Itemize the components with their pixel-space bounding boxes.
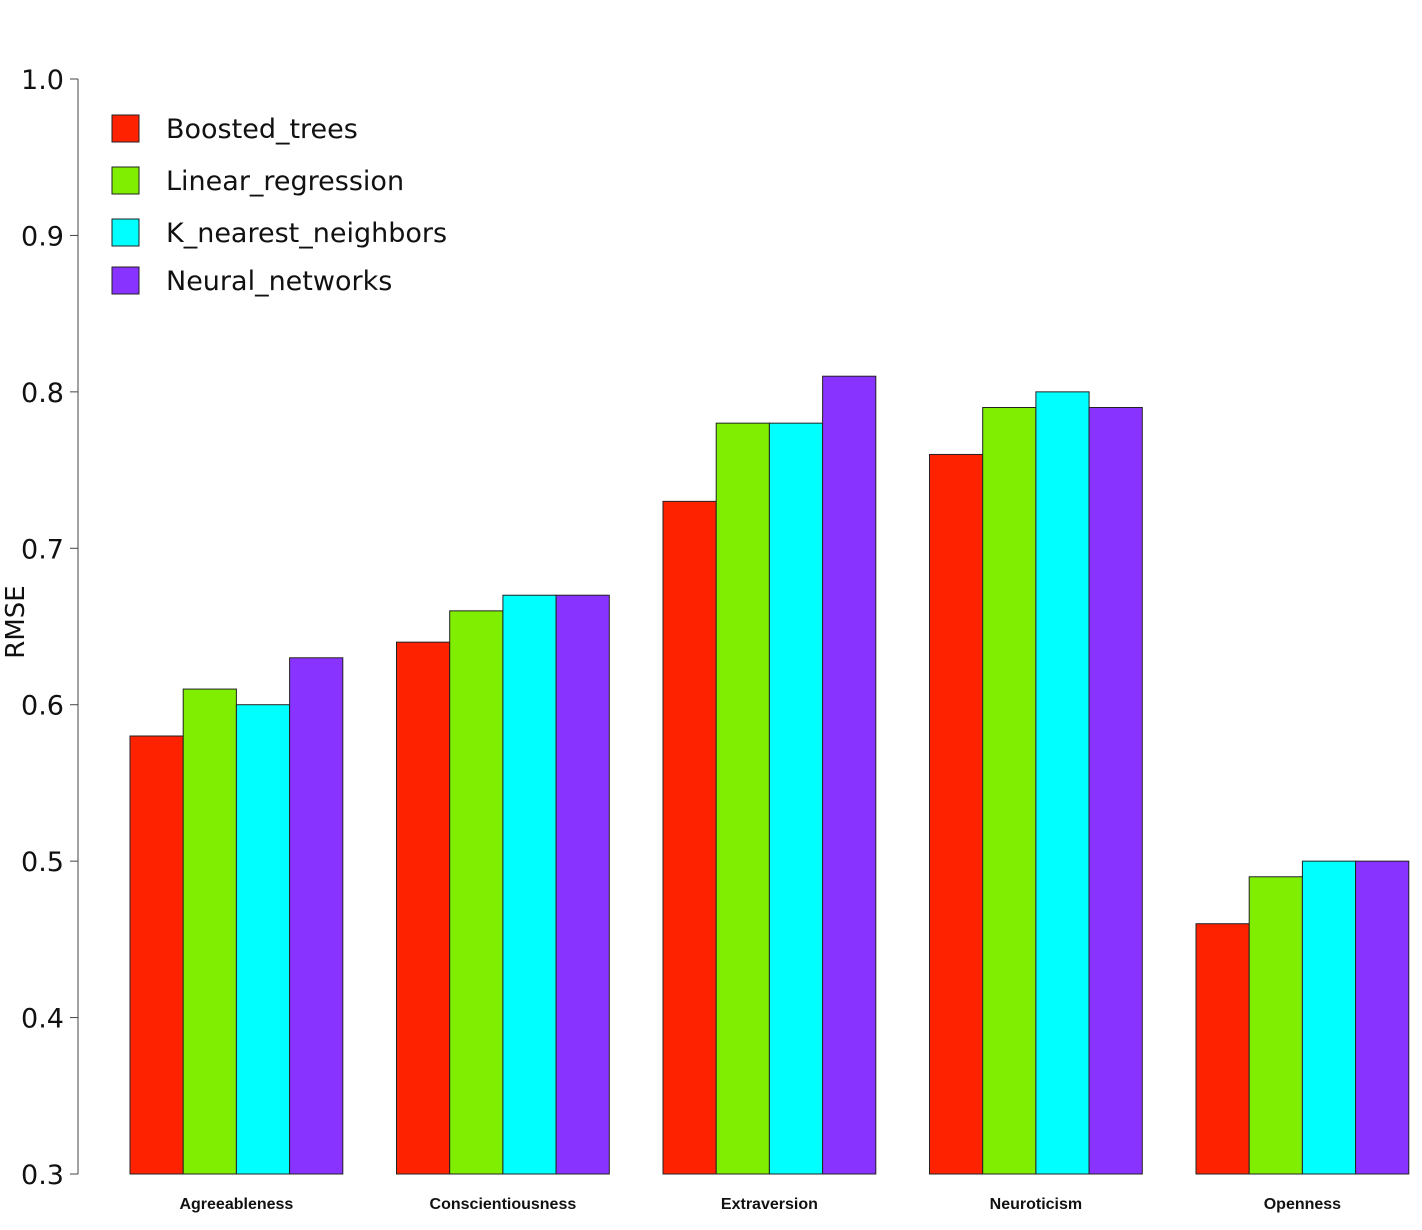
bar-agreeableness-k-nearest-neighbors (235, 704, 291, 1175)
bar-extraversion-k-nearest-neighbors (768, 422, 824, 1175)
bar-neuroticism-k-nearest-neighbors (1035, 391, 1090, 1175)
bar-agreeableness-neural-networks (289, 657, 344, 1175)
x-category-label: Agreeableness (179, 1196, 293, 1213)
y-tick-label: 0.5 (21, 847, 64, 878)
bars-layer (129, 375, 1410, 1175)
y-tick-label: 0.6 (21, 691, 64, 722)
bar-neuroticism-neural-networks (1088, 407, 1143, 1175)
legend-label: Linear_regression (166, 166, 404, 197)
bar-conscientiousness-neural-networks (555, 594, 610, 1175)
legend: Boosted_trees Linear_regression K_nearest_… (111, 114, 447, 297)
bar-conscientiousness-k-nearest-neighbors (502, 594, 557, 1175)
bar-neuroticism-boosted-trees (929, 453, 984, 1175)
x-category-label: Neuroticism (990, 1196, 1082, 1213)
legend-swatch (111, 266, 140, 295)
bar-neuroticism-linear-regression (982, 407, 1037, 1175)
bar-agreeableness-linear-regression (182, 688, 237, 1175)
bar-extraversion-boosted-trees (662, 500, 717, 1175)
legend-label: K_nearest_neighbors (166, 218, 447, 249)
legend-swatch (111, 218, 140, 247)
bar-agreeableness-boosted-trees (129, 735, 184, 1175)
bar-openness-neural-networks (1355, 860, 1410, 1175)
y-tick-label: 0.4 (21, 1004, 64, 1035)
legend-label: Neural_networks (166, 266, 392, 297)
bar-openness-linear-regression (1248, 876, 1303, 1175)
bar-conscientiousness-boosted-trees (396, 641, 451, 1175)
bar-conscientiousness-linear-regression (449, 610, 504, 1175)
y-axis-title: RMSE (1, 585, 31, 658)
bar-extraversion-linear-regression (715, 422, 770, 1175)
x-category-label: Extraversion (721, 1196, 818, 1213)
bar-openness-k-nearest-neighbors (1301, 860, 1357, 1175)
x-category-label: Conscientiousness (430, 1196, 577, 1213)
y-tick-label: 0.3 (21, 1160, 64, 1191)
bar-openness-boosted-trees (1195, 923, 1250, 1175)
legend-label: Boosted_trees (166, 114, 358, 145)
bar-extraversion-neural-networks (822, 375, 877, 1175)
x-axis-labels: Agreeableness Conscientiousness Extraversi… (179, 1196, 1341, 1213)
y-tick-label: 1.0 (21, 65, 64, 96)
y-tick-label: 0.7 (21, 534, 64, 565)
legend-swatch (111, 114, 140, 143)
x-category-label: Openness (1264, 1196, 1341, 1213)
y-tick-label: 0.8 (21, 378, 64, 409)
legend-swatch (111, 166, 140, 195)
y-axis: 0.3 0.4 0.5 0.6 0.7 0.8 0.9 1.0 (21, 65, 79, 1191)
y-tick-label: 0.9 (21, 221, 64, 252)
